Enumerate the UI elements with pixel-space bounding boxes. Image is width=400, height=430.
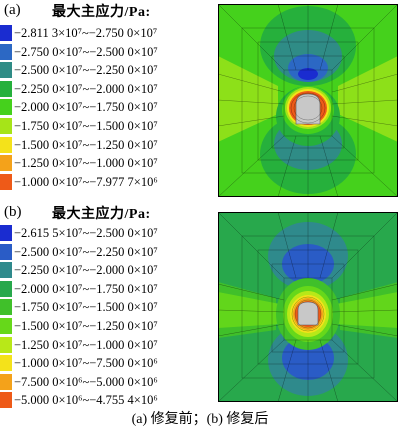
legend-color-swatch xyxy=(0,25,12,41)
legend-range-label: −2.811 3×10⁷~−2.750 0×10⁷ xyxy=(14,26,158,40)
legend-row: −2.500 0×10⁷~−2.250 0×10⁷ xyxy=(0,61,215,80)
legend-color-swatch xyxy=(0,173,12,190)
legend-range-label: −2.000 0×10⁷~−1.750 0×10⁷ xyxy=(14,281,158,296)
legend-color-swatch xyxy=(0,336,12,353)
legend-range-label: −2.000 0×10⁷~−1.750 0×10⁷ xyxy=(14,100,158,115)
legend-row: −2.500 0×10⁷~−2.250 0×10⁷ xyxy=(0,243,215,262)
legend-color-swatch xyxy=(0,117,12,134)
legend-range-label: −1.000 0×10⁷~−7.500 0×10⁶ xyxy=(14,356,158,371)
legend-range-label: −2.500 0×10⁷~−2.250 0×10⁷ xyxy=(14,244,158,259)
legend-range-label: −2.500 0×10⁷~−2.250 0×10⁷ xyxy=(14,63,158,78)
legend-row: −1.000 0×10⁷~−7.500 0×10⁶ xyxy=(0,354,215,373)
legend-color-swatch xyxy=(0,280,12,297)
figure-caption: (a) 修复前；(b) 修复后 xyxy=(131,412,269,427)
legend-range-label: −1.250 0×10⁷~−1.000 0×10⁷ xyxy=(14,337,158,352)
panel-a-label: (a) xyxy=(4,2,21,18)
panel-b-legend-title: 最大主应力/Pa: xyxy=(52,207,151,222)
legend-row: −1.000 0×10⁷~−7.977 7×10⁶ xyxy=(0,173,215,192)
legend-range-label: −1.750 0×10⁷~−1.500 0×10⁷ xyxy=(14,300,158,315)
legend-color-swatch xyxy=(0,225,12,241)
legend-row: −2.750 0×10⁷~−2.500 0×10⁷ xyxy=(0,43,215,62)
legend-color-swatch xyxy=(0,373,12,390)
panel-b-label: (b) xyxy=(4,204,22,220)
legend-row: −1.750 0×10⁷~−1.500 0×10⁷ xyxy=(0,298,215,317)
legend-row: −1.500 0×10⁷~−1.250 0×10⁷ xyxy=(0,136,215,155)
legend-color-swatch xyxy=(0,262,12,279)
legend-row: −5.000 0×10⁶~−4.755 4×10⁶ xyxy=(0,391,215,410)
legend-range-label: −5.000 0×10⁶~−4.755 4×10⁶ xyxy=(14,393,158,408)
legend-row: −2.615 5×10⁷~−2.500 0×10⁷ xyxy=(0,224,215,243)
legend-color-swatch xyxy=(0,243,12,260)
legend-color-swatch xyxy=(0,62,12,79)
legend-range-label: −2.615 5×10⁷~−2.500 0×10⁷ xyxy=(14,226,158,240)
legend-range-label: −1.750 0×10⁷~−1.500 0×10⁷ xyxy=(14,118,158,133)
legend-range-label: −1.500 0×10⁷~−1.250 0×10⁷ xyxy=(14,318,158,333)
legend-row: −1.250 0×10⁷~−1.000 0×10⁷ xyxy=(0,336,215,355)
legend-range-label: −2.750 0×10⁷~−2.500 0×10⁷ xyxy=(14,44,158,59)
legend-range-label: −2.250 0×10⁷~−2.000 0×10⁷ xyxy=(14,263,158,278)
legend-color-swatch xyxy=(0,136,12,153)
legend-row: −2.000 0×10⁷~−1.750 0×10⁷ xyxy=(0,98,215,117)
legend-color-swatch xyxy=(0,99,12,116)
legend-color-swatch xyxy=(0,43,12,60)
legend-color-swatch xyxy=(0,392,12,409)
panel-a-legend: −2.811 3×10⁷~−2.750 0×10⁷ −2.750 0×10⁷~−2… xyxy=(0,24,215,191)
legend-row: −2.250 0×10⁷~−2.000 0×10⁷ xyxy=(0,80,215,99)
legend-color-swatch xyxy=(0,299,12,316)
legend-color-swatch xyxy=(0,80,12,97)
legend-row: −2.000 0×10⁷~−1.750 0×10⁷ xyxy=(0,280,215,299)
panel-a-stress-contour-plot xyxy=(218,4,398,197)
legend-range-label: −1.000 0×10⁷~−7.977 7×10⁶ xyxy=(14,174,158,189)
panel-a-legend-title: 最大主应力/Pa: xyxy=(52,5,151,20)
legend-row: −1.500 0×10⁷~−1.250 0×10⁷ xyxy=(0,317,215,336)
legend-row: −7.500 0×10⁶~−5.000 0×10⁶ xyxy=(0,373,215,392)
legend-range-label: −1.250 0×10⁷~−1.000 0×10⁷ xyxy=(14,156,158,171)
legend-row: −1.750 0×10⁷~−1.500 0×10⁷ xyxy=(0,117,215,136)
legend-color-swatch xyxy=(0,317,12,334)
legend-row: −1.250 0×10⁷~−1.000 0×10⁷ xyxy=(0,154,215,173)
panel-b-legend: −2.615 5×10⁷~−2.500 0×10⁷ −2.500 0×10⁷~−2… xyxy=(0,224,215,410)
legend-range-label: −7.500 0×10⁶~−5.000 0×10⁶ xyxy=(14,374,158,389)
legend-color-swatch xyxy=(0,355,12,372)
legend-row: −2.250 0×10⁷~−2.000 0×10⁷ xyxy=(0,261,215,280)
panel-b-stress-contour-plot xyxy=(218,212,398,402)
legend-color-swatch xyxy=(0,155,12,172)
legend-range-label: −2.250 0×10⁷~−2.000 0×10⁷ xyxy=(14,81,158,96)
legend-range-label: −1.500 0×10⁷~−1.250 0×10⁷ xyxy=(14,137,158,152)
legend-row: −2.811 3×10⁷~−2.750 0×10⁷ xyxy=(0,24,215,43)
